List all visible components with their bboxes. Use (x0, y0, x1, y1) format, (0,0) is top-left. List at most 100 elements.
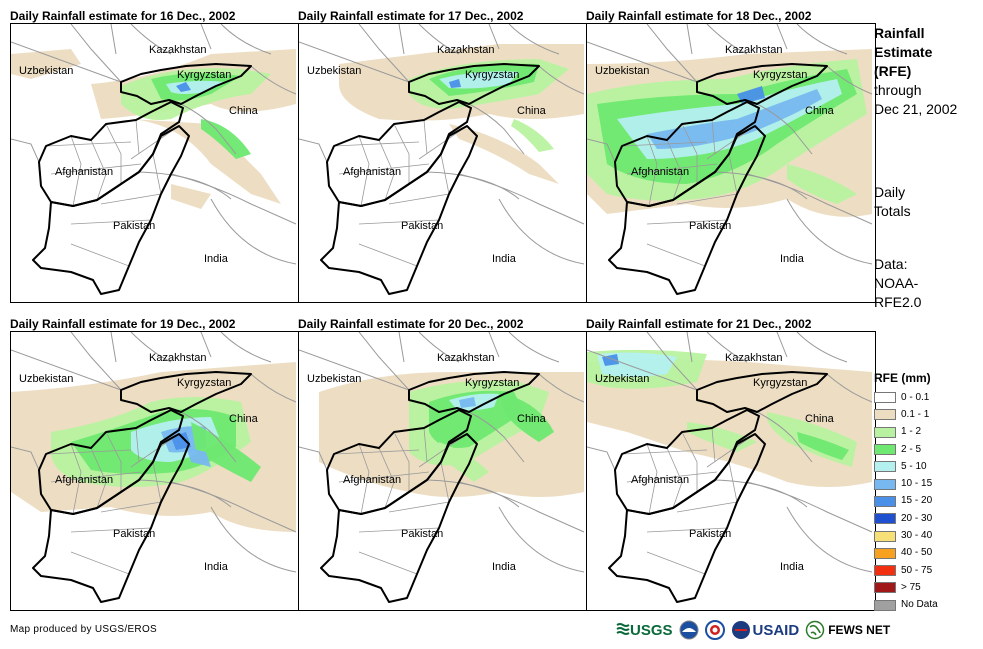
panel-title: Daily Rainfall estimate for 18 Dec., 200… (586, 9, 812, 23)
country-label-china: China (517, 413, 547, 425)
rainfall-area (797, 432, 849, 460)
country-border (299, 349, 410, 391)
province-border (423, 119, 428, 155)
usgs-logo: USGS (616, 622, 673, 639)
nws-logo-icon (704, 620, 725, 640)
province-border (393, 431, 410, 492)
country-border (746, 481, 873, 533)
province-border (711, 119, 716, 155)
country-label-afghanistan: Afghanistan (343, 474, 401, 486)
rainfall-map: Kazakhstan Uzbekistan Kyrgyzstan China Afgha… (298, 331, 588, 611)
country-border (756, 411, 813, 463)
country-label-afghanistan: Afghanistan (55, 166, 113, 178)
country-border (11, 446, 40, 471)
province-border (358, 551, 418, 575)
country-label-kyrgyzstan: Kyrgyzstan (465, 377, 519, 389)
country-label-china: China (229, 413, 259, 425)
country-label-pakistan: Pakistan (689, 528, 731, 540)
province-border (358, 443, 370, 515)
province-border (70, 527, 152, 533)
country-border (210, 198, 297, 265)
legend-swatch (874, 599, 896, 611)
province-border (333, 449, 420, 455)
map-canvas: Kazakhstan Uzbekistan Kyrgyzstan China Afgha… (11, 332, 297, 603)
noaa-logo (679, 620, 699, 640)
rainfall-map-panel: Daily Rainfall estimate for 17 Dec., 200… (298, 8, 588, 308)
data-source-note: Data: NOAA- RFE2.0 (874, 255, 921, 312)
legend-swatch (874, 582, 896, 594)
country-label-india: India (780, 561, 805, 573)
map-credit: Map produced by USGS/EROS (10, 624, 158, 635)
country-label-china: China (805, 413, 835, 425)
daily-line-2: Totals (874, 203, 911, 219)
province-border (70, 219, 152, 225)
rainfall-map: Kazakhstan Uzbekistan Kyrgyzstan China Afgha… (298, 23, 588, 303)
country-border (786, 198, 873, 265)
daily-totals-note: Daily Totals (874, 183, 911, 221)
province-border (646, 243, 706, 267)
legend-item: 50 - 75 (874, 562, 974, 579)
map-canvas: Kazakhstan Uzbekistan Kyrgyzstan China Afgha… (11, 24, 297, 295)
country-border (418, 332, 460, 363)
country-border (686, 332, 693, 363)
rainfall-area (11, 49, 81, 79)
country-label-uzbekistan: Uzbekistan (19, 373, 73, 385)
province-border (105, 123, 122, 184)
country-border (299, 138, 328, 163)
rfe-title: Rainfall Estimate (RFE) through Dec 21, … (874, 24, 957, 119)
province-border (388, 501, 450, 513)
rainfall-area (171, 184, 211, 209)
panel-title: Daily Rainfall estimate for 21 Dec., 200… (586, 317, 812, 331)
province-border (105, 431, 122, 492)
rfe-title-line-1: Rainfall (874, 25, 925, 41)
province-border (646, 135, 658, 207)
legend-label: 0.1 - 1 (901, 408, 930, 420)
legend-item: 10 - 15 (874, 475, 974, 492)
panel-title: Daily Rainfall estimate for 17 Dec., 200… (298, 9, 524, 23)
country-border (299, 446, 328, 471)
rainfall-map-panel: Daily Rainfall estimate for 19 Dec., 200… (10, 316, 300, 616)
map-canvas: Kazakhstan Uzbekistan Kyrgyzstan China Afgha… (299, 332, 585, 603)
rainfall-area (647, 89, 822, 149)
province-border (621, 449, 708, 455)
province-border (358, 219, 440, 225)
rainfall-map-panel: Daily Rainfall estimate for 18 Dec., 200… (586, 8, 876, 308)
legend-label: 1 - 2 (901, 426, 922, 438)
country-border (587, 41, 698, 83)
country-label-uzbekistan: Uzbekistan (595, 373, 649, 385)
country-border (587, 349, 698, 391)
province-border (70, 551, 130, 575)
country-border (488, 332, 500, 358)
rainfall-area (439, 442, 489, 482)
legend-item: 40 - 50 (874, 545, 974, 562)
province-border (45, 141, 132, 147)
kyrgyzstan-outline (120, 63, 252, 105)
map-canvas: Kazakhstan Uzbekistan Kyrgyzstan China Afgha… (587, 24, 873, 295)
province-border (388, 193, 450, 205)
province-border (676, 193, 738, 205)
country-label-india: India (204, 561, 229, 573)
legend-swatch (874, 495, 896, 507)
country-border (468, 103, 525, 155)
legend-item: No Data (874, 597, 974, 614)
province-border (135, 427, 140, 463)
province-border (711, 427, 716, 463)
province-border (646, 527, 728, 533)
legend-swatch (874, 565, 896, 577)
country-border (220, 332, 272, 363)
country-label-kyrgyzstan: Kyrgyzstan (177, 69, 231, 81)
panel-title: Daily Rainfall estimate for 20 Dec., 200… (298, 317, 524, 331)
country-label-kyrgyzstan: Kyrgyzstan (753, 377, 807, 389)
rainfall-area (186, 447, 211, 467)
legend-label: 5 - 10 (901, 460, 927, 472)
rainfall-area (191, 422, 261, 482)
legend-label: 10 - 15 (901, 478, 933, 490)
rainfall-area (499, 392, 554, 442)
rfe-title-line-2: Estimate (874, 44, 933, 60)
province-border (90, 139, 107, 201)
province-border (423, 427, 428, 463)
country-border (250, 373, 297, 403)
province-border (393, 123, 410, 184)
legend-item: 5 - 10 (874, 458, 974, 475)
through-line-2: Dec 21, 2002 (874, 101, 958, 117)
